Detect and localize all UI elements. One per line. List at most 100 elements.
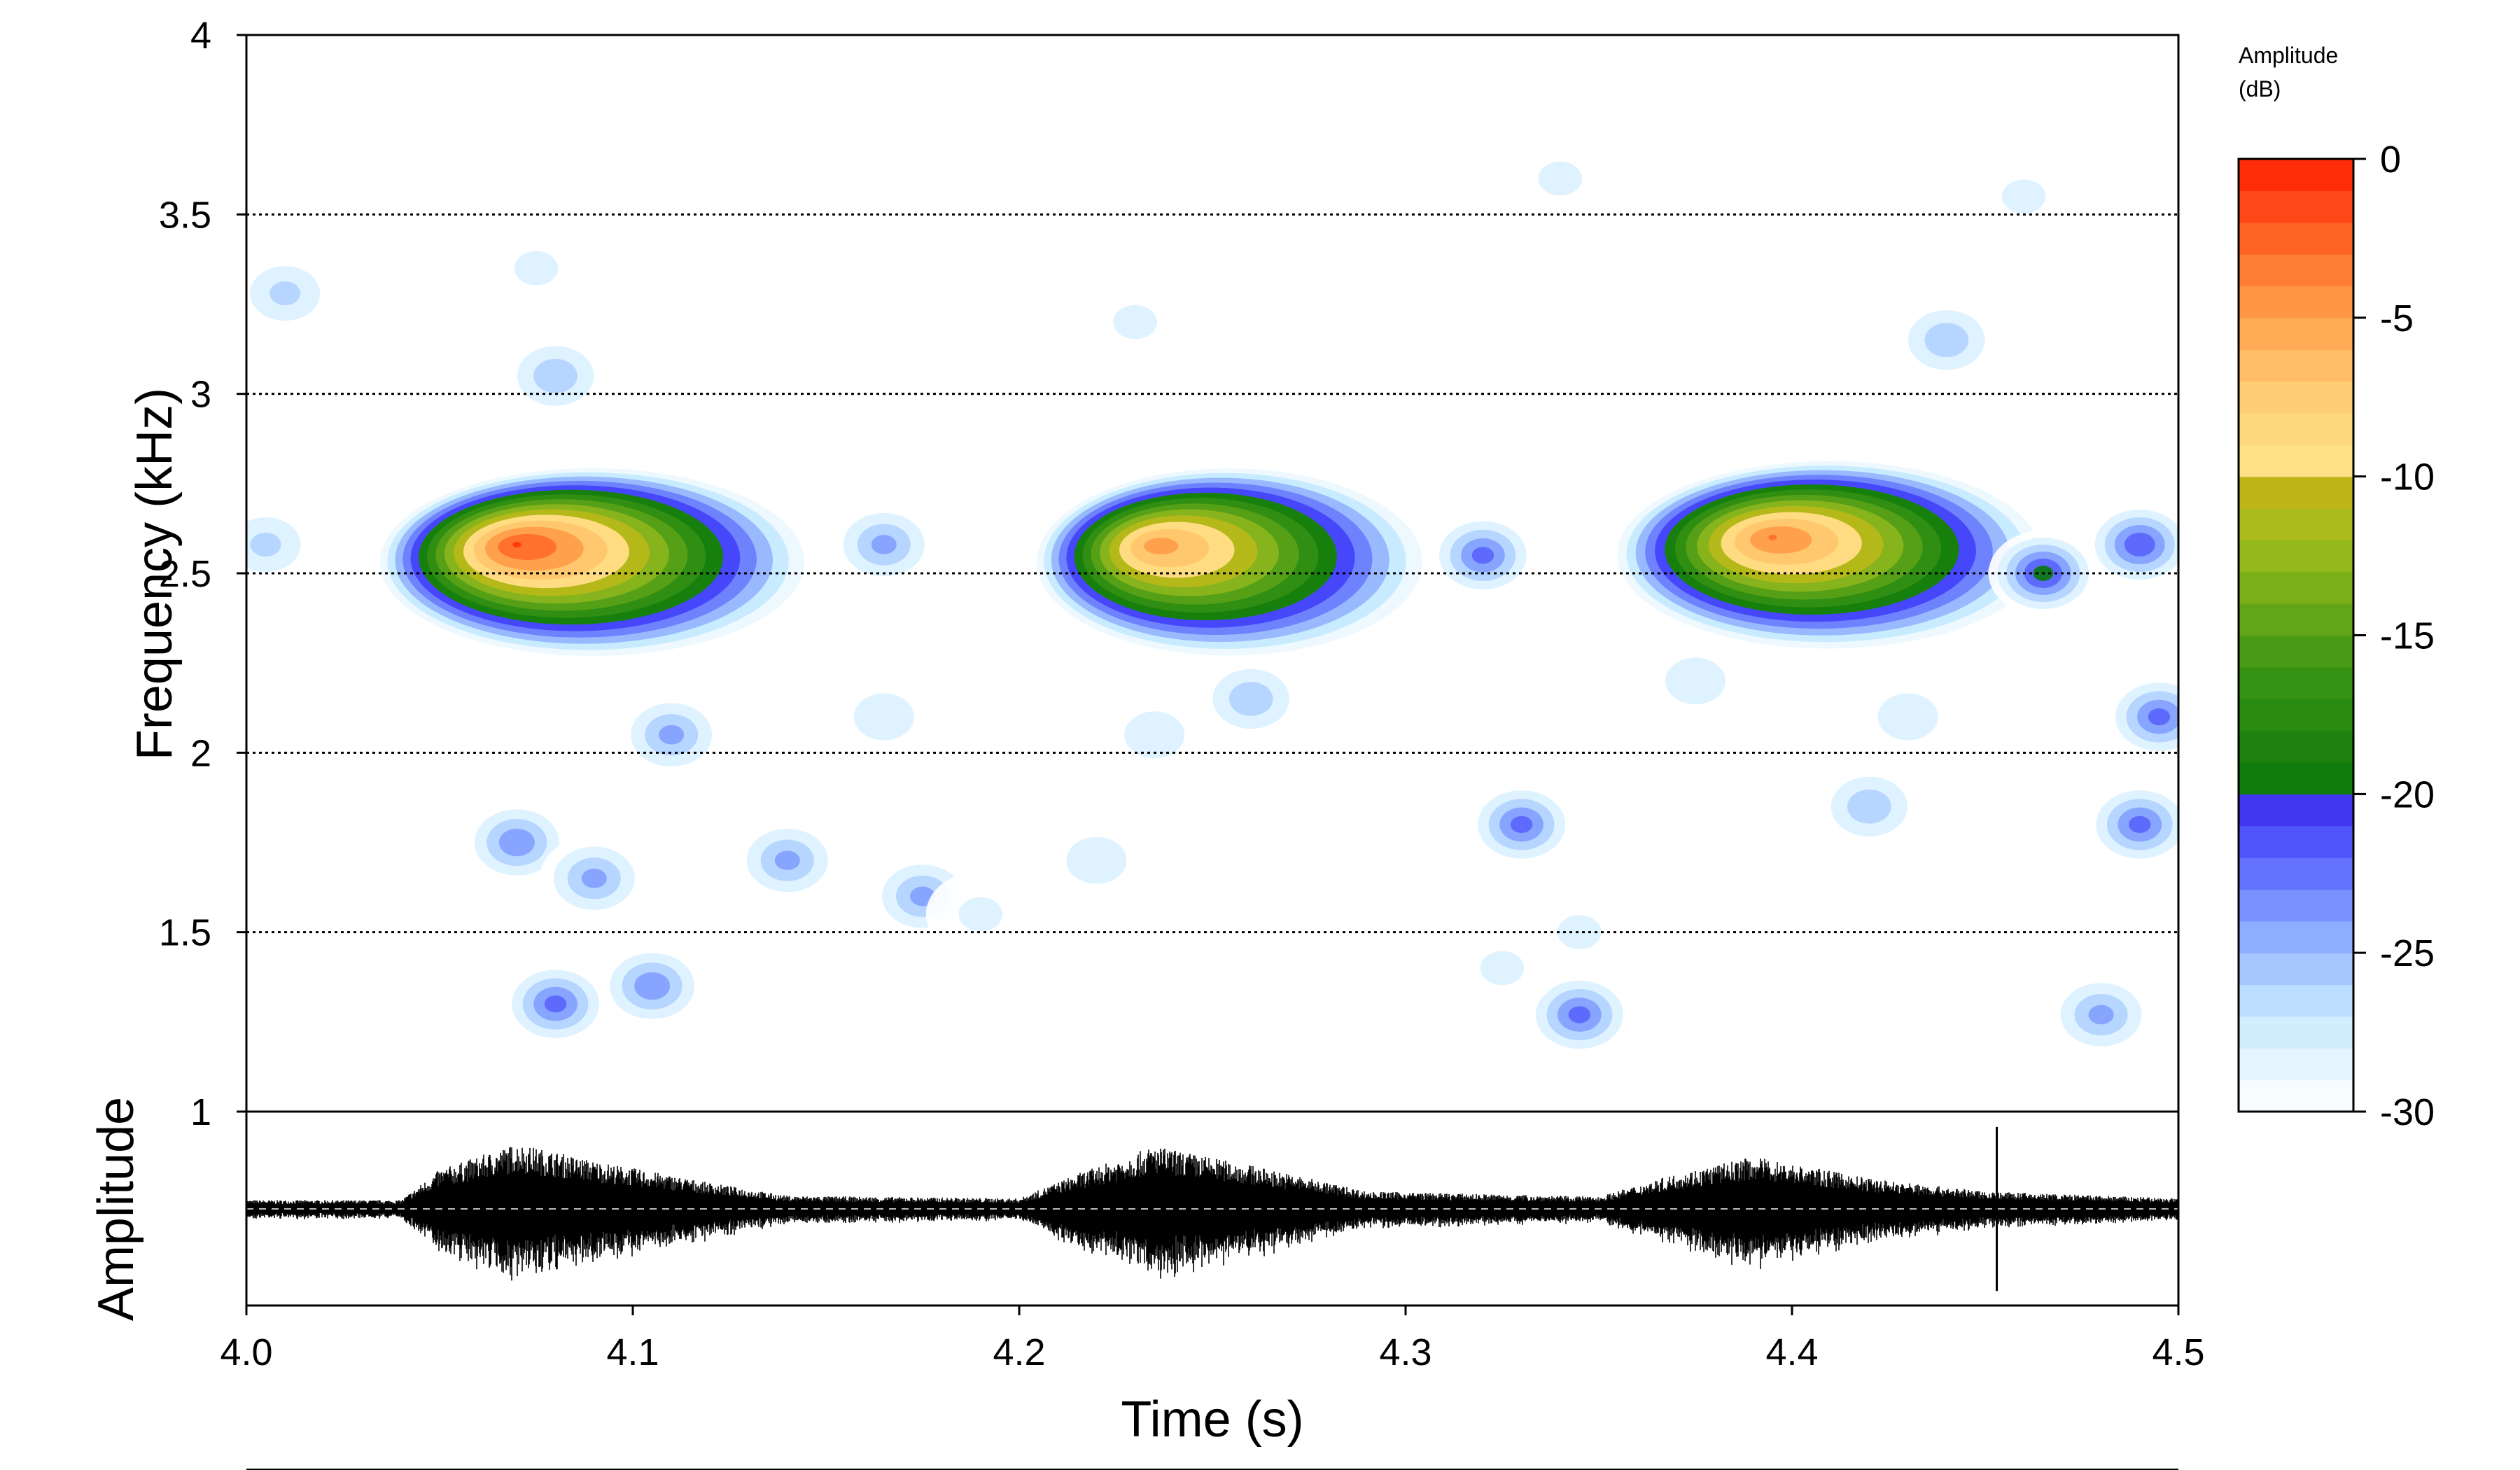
y-axis-ticks: 1 1.5 2 2.5 3 3.5 4 bbox=[159, 15, 246, 1133]
colorbar bbox=[2239, 159, 2353, 1112]
noise-blob bbox=[2124, 532, 2155, 556]
y-tick-label: 4 bbox=[190, 15, 211, 57]
noise-blob bbox=[1510, 816, 1533, 833]
noise-blob bbox=[1877, 693, 1938, 741]
colorbar-label: Amplitude bbox=[2239, 43, 2338, 68]
call-2-contour bbox=[1144, 538, 1179, 555]
noise-blob bbox=[1124, 711, 1185, 759]
noise-blob bbox=[1924, 323, 1969, 358]
colorbar-label-unit: (dB) bbox=[2239, 76, 2281, 102]
colorbar-band bbox=[2239, 1016, 2353, 1049]
y-tick-label: 3.5 bbox=[159, 194, 211, 236]
noise-blob bbox=[498, 828, 535, 857]
noise-blob bbox=[853, 693, 914, 741]
colorbar-band bbox=[2239, 190, 2353, 223]
colorbar-band bbox=[2239, 508, 2353, 540]
x-tick-label: 4.5 bbox=[2152, 1331, 2204, 1373]
colorbar-band bbox=[2239, 476, 2353, 509]
noise-blob bbox=[1568, 1006, 1591, 1023]
colorbar-band bbox=[2239, 984, 2353, 1017]
waveform-frame bbox=[245, 1110, 2180, 1307]
noise-blob bbox=[1228, 682, 1273, 716]
noise-blob bbox=[581, 868, 607, 888]
colorbar-tick-label: -30 bbox=[2380, 1091, 2435, 1133]
colorbar-tick-label: -10 bbox=[2380, 456, 2435, 498]
colorbar-band bbox=[2239, 635, 2353, 668]
noise-blob bbox=[634, 972, 671, 1000]
colorbar-tick-label: -15 bbox=[2380, 615, 2435, 657]
colorbar-band bbox=[2239, 540, 2353, 573]
colorbar-band bbox=[2239, 762, 2353, 794]
x-tick-label: 4.2 bbox=[993, 1331, 1045, 1373]
colorbar-tick-label: 0 bbox=[2380, 139, 2401, 181]
colorbar-tick-label: -25 bbox=[2380, 932, 2435, 974]
y-tick-label: 1 bbox=[190, 1091, 211, 1133]
colorbar-band bbox=[2239, 317, 2353, 350]
y-tick-label: 3 bbox=[190, 374, 211, 416]
noise-blob bbox=[270, 281, 301, 306]
noise-blob bbox=[958, 897, 1003, 932]
colorbar-tick-label: -20 bbox=[2380, 774, 2435, 816]
colorbar-band bbox=[2239, 1079, 2353, 1112]
x-tick-label: 4.4 bbox=[1765, 1331, 1818, 1373]
colorbar-band bbox=[2239, 794, 2353, 827]
noise-blob bbox=[533, 358, 578, 393]
x-tick-label: 4.1 bbox=[606, 1331, 659, 1373]
noise-blob bbox=[1113, 304, 1157, 340]
frequency-gridlines bbox=[246, 213, 2178, 934]
waveform-trace bbox=[246, 1147, 2178, 1281]
noise-blob bbox=[2088, 1004, 2114, 1025]
noise-blob bbox=[774, 850, 800, 870]
x-tick-label: 4.0 bbox=[220, 1331, 272, 1373]
colorbar-band bbox=[2239, 603, 2353, 636]
noise-blob bbox=[544, 995, 567, 1013]
colorbar-band bbox=[2239, 920, 2353, 953]
colorbar-band bbox=[2239, 953, 2353, 986]
colorbar-band bbox=[2239, 571, 2353, 604]
y-axis-label: Frequency (kHz) bbox=[127, 388, 183, 760]
colorbar-tick-label: -5 bbox=[2380, 298, 2414, 340]
noise-blob bbox=[1480, 951, 1525, 986]
waveform-area bbox=[246, 1126, 2178, 1292]
noise-blob bbox=[514, 251, 559, 286]
x-axis-label: Time (s) bbox=[1121, 1392, 1303, 1448]
colorbar-band bbox=[2239, 730, 2353, 763]
colorbar-band bbox=[2239, 699, 2353, 732]
noise-blob bbox=[250, 532, 281, 556]
noise-blob bbox=[1471, 547, 1494, 564]
noise-blob bbox=[2129, 816, 2151, 833]
colorbar-band bbox=[2239, 1048, 2353, 1081]
noise-blob bbox=[1847, 789, 1891, 824]
colorbar-band bbox=[2239, 286, 2353, 318]
colorbar-band bbox=[2239, 858, 2353, 890]
call-3-contour bbox=[1749, 526, 1812, 554]
noise-blob bbox=[1538, 161, 1583, 196]
colorbar-band bbox=[2239, 254, 2353, 287]
noise-blob bbox=[1665, 657, 1726, 705]
colorbar-band bbox=[2239, 381, 2353, 414]
call-1-contour bbox=[498, 533, 557, 560]
y-tick-label: 1.5 bbox=[159, 912, 211, 954]
noise-blob bbox=[2148, 708, 2171, 726]
colorbar-band bbox=[2239, 349, 2353, 382]
noise-blob bbox=[1066, 836, 1127, 884]
colorbar-band bbox=[2239, 889, 2353, 922]
y-tick-label: 2.5 bbox=[159, 553, 211, 595]
colorbar-band bbox=[2239, 159, 2353, 191]
x-axis-ticks: 4.0 4.1 4.2 4.3 4.4 4.5 bbox=[220, 1306, 2205, 1373]
colorbar-ticks: 0 -5 -10 -15 -20 -25 -30 bbox=[2353, 139, 2435, 1133]
colorbar-band bbox=[2239, 666, 2353, 699]
noise-blob bbox=[2001, 179, 2046, 214]
colorbar-band bbox=[2239, 825, 2353, 858]
noise-blob bbox=[1558, 915, 1602, 949]
amplitude-axis-label: Amplitude bbox=[88, 1097, 144, 1321]
x-tick-label: 4.3 bbox=[1379, 1331, 1432, 1373]
colorbar-band bbox=[2239, 412, 2353, 445]
call-1-contour bbox=[512, 541, 522, 547]
colorbar-band bbox=[2239, 444, 2353, 477]
noise-blob bbox=[659, 724, 685, 745]
noise-blob bbox=[871, 535, 897, 554]
y-tick-label: 2 bbox=[190, 732, 211, 774]
call-3-contour bbox=[1768, 534, 1777, 540]
